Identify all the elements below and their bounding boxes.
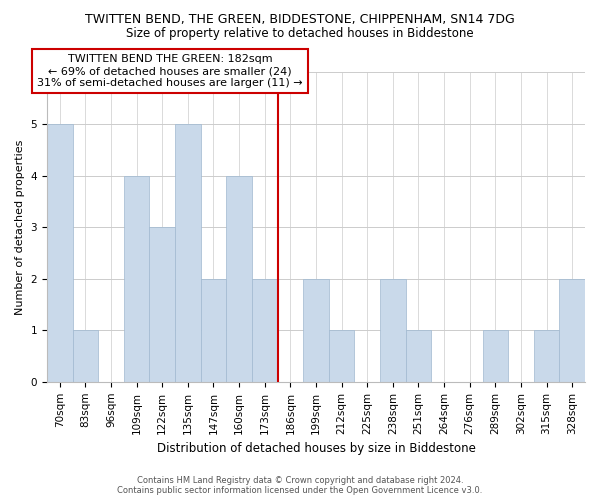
Y-axis label: Number of detached properties: Number of detached properties	[15, 140, 25, 315]
Text: TWITTEN BEND, THE GREEN, BIDDESTONE, CHIPPENHAM, SN14 7DG: TWITTEN BEND, THE GREEN, BIDDESTONE, CHI…	[85, 12, 515, 26]
Bar	[482, 330, 508, 382]
Bar	[534, 330, 559, 382]
Bar	[303, 278, 329, 382]
Bar	[226, 176, 252, 382]
Text: Contains HM Land Registry data © Crown copyright and database right 2024.
Contai: Contains HM Land Registry data © Crown c…	[118, 476, 482, 495]
Bar	[200, 278, 226, 382]
Bar	[149, 227, 175, 382]
Bar	[47, 124, 73, 382]
Bar	[252, 278, 278, 382]
Text: Size of property relative to detached houses in Biddestone: Size of property relative to detached ho…	[126, 28, 474, 40]
Bar	[124, 176, 149, 382]
Bar	[559, 278, 585, 382]
X-axis label: Distribution of detached houses by size in Biddestone: Distribution of detached houses by size …	[157, 442, 475, 455]
Bar	[329, 330, 355, 382]
Bar	[380, 278, 406, 382]
Bar	[175, 124, 200, 382]
Text: TWITTEN BEND THE GREEN: 182sqm
← 69% of detached houses are smaller (24)
31% of : TWITTEN BEND THE GREEN: 182sqm ← 69% of …	[37, 54, 303, 88]
Bar	[73, 330, 98, 382]
Bar	[406, 330, 431, 382]
